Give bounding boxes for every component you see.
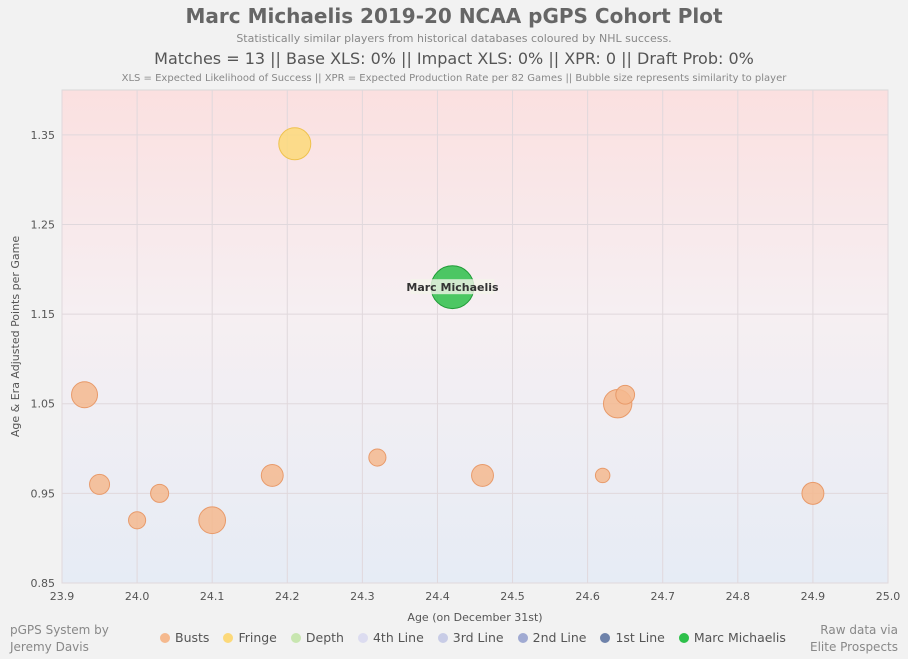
points: Marc Michaelis: [71, 127, 825, 535]
legend-item[interactable]: 2nd Line: [517, 630, 587, 645]
footnote: XLS = Expected Likelihood of Success || …: [121, 73, 787, 84]
legend-item[interactable]: Busts: [160, 630, 209, 645]
x-tick-label: 24.7: [650, 590, 675, 603]
legend-marker: [600, 632, 611, 643]
data-point: [615, 384, 636, 405]
legend-marker: [290, 632, 301, 643]
y-tick-label: 1.15: [31, 308, 56, 321]
legend-marker: [223, 632, 234, 643]
x-tick-label: 24.6: [575, 590, 600, 603]
plot-area: [61, 89, 889, 584]
y-tick-label: 0.85: [31, 577, 56, 590]
legend-label: 1st Line: [615, 630, 665, 645]
x-tick-label: 24.2: [275, 590, 300, 603]
x-tick-label: 23.9: [50, 590, 75, 603]
legend-label: 2nd Line: [532, 630, 587, 645]
data-point: [278, 127, 312, 161]
data-point: [198, 506, 227, 535]
y-tick-label: 1.05: [31, 398, 56, 411]
x-tick-label: 24.1: [200, 590, 225, 603]
x-tick-label: 24.9: [801, 590, 826, 603]
credit-left-line1: pGPS System by: [10, 623, 109, 637]
credit-right-line1: Raw data via: [820, 623, 898, 637]
x-axis-label: Age (on December 31st): [407, 611, 542, 624]
legend-item[interactable]: Marc Michaelis: [678, 630, 786, 645]
legend-marker: [160, 632, 170, 643]
credit-right: Raw data via Elite Prospects: [810, 622, 898, 656]
axes: 23.9 24.0 24.1 24.2 24.3 24.4 24.5 24.6 24.7 24.8…: [9, 129, 900, 624]
data-point: [368, 448, 387, 467]
data-point: [801, 481, 825, 505]
legend-label: 3rd Line: [452, 630, 504, 645]
credit-left-line2: Jeremy Davis: [10, 640, 89, 654]
x-tick-label: 24.0: [125, 590, 150, 603]
data-point: [594, 467, 611, 484]
legend-item[interactable]: 3rd Line: [437, 630, 504, 645]
x-tick-label: 24.5: [500, 590, 525, 603]
x-tick-label: 24.3: [350, 590, 375, 603]
point-label: Marc Michaelis: [406, 281, 499, 294]
data-point: [471, 463, 494, 487]
legend-marker: [437, 632, 448, 643]
stats-line: Matches = 13 || Base XLS: 0% || Impact X…: [154, 49, 754, 68]
chart-subtitle: Statistically similar players from histo…: [236, 32, 672, 45]
legend-marker: [357, 632, 368, 643]
x-tick-label: 25.0: [876, 590, 901, 603]
data-point: [128, 511, 147, 530]
y-tick-label: 0.95: [31, 487, 56, 500]
legend-label: Fringe: [238, 630, 277, 645]
point-label-background: [410, 279, 495, 295]
data-point: [150, 483, 170, 503]
y-tick-label: 1.25: [31, 218, 56, 231]
x-tick-label: 24.8: [726, 590, 751, 603]
legend-item[interactable]: 1st Line: [600, 630, 665, 645]
data-point: [71, 381, 99, 409]
legend-marker: [678, 632, 689, 643]
credit-right-line2: Elite Prospects: [810, 640, 898, 654]
legend-label: Busts: [175, 630, 210, 645]
credit-left: pGPS System by Jeremy Davis: [10, 622, 109, 656]
legend-item[interactable]: Depth: [290, 630, 344, 645]
y-tick-label: 1.35: [31, 129, 56, 142]
legend-label: 4th Line: [372, 630, 424, 645]
data-point: [260, 463, 284, 487]
legend: Busts Fringe Depth 4th Line 3rd Line 2nd Line…: [160, 630, 786, 645]
legend-label: Depth: [305, 630, 344, 645]
chart-title: Marc Michaelis 2019-20 NCAA pGPS Cohort …: [185, 4, 723, 28]
legend-marker: [517, 632, 528, 643]
legend-item[interactable]: Fringe: [223, 630, 277, 645]
data-point: [89, 473, 111, 495]
legend-item[interactable]: 4th Line: [357, 630, 424, 645]
y-axis-label: Age & Era Adjusted Points per Game: [9, 236, 22, 437]
legend-label: Marc Michaelis: [693, 630, 786, 645]
x-tick-label: 24.4: [425, 590, 450, 603]
